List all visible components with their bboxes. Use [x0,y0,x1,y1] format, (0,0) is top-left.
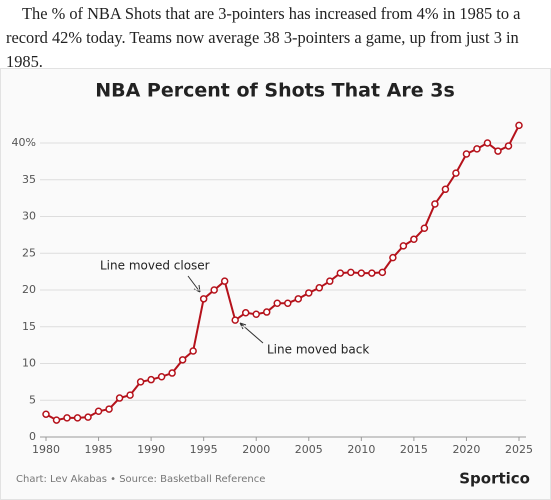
point [494,147,502,155]
point [157,372,166,381]
y-tick-label: 0 [29,430,36,443]
chart-frame [0,68,551,500]
point [189,347,197,355]
x-tick-label: 1980 [32,443,60,456]
x-tick-label: 2005 [295,443,323,456]
point [73,414,82,422]
point [315,284,324,292]
point [94,407,103,416]
point [52,416,61,424]
x-tick-label: 1995 [190,443,218,456]
point [220,277,229,285]
point [473,145,481,153]
point [389,253,397,262]
chart-title: NBA Percent of Shots That Are 3s [95,80,455,102]
point [115,394,124,402]
point [178,356,187,364]
point [63,414,71,422]
point [305,289,313,297]
annotation: Line moved back [267,343,369,357]
point [168,369,176,377]
point [126,391,134,399]
point [504,142,513,150]
annotation: Line moved closer [100,259,210,273]
x-tick-label: 2020 [452,443,480,456]
point [378,268,387,277]
point [231,316,239,324]
point [252,310,260,319]
point [199,295,208,303]
point [462,150,471,158]
point [105,405,113,413]
y-tick-label: 35 [22,173,36,186]
point [294,295,303,303]
y-tick-label: 30 [22,210,36,223]
y-tick-label: 15 [22,320,36,333]
point [420,224,429,233]
point [357,269,366,277]
x-tick-label: 2010 [347,443,375,456]
point [515,121,523,130]
point [483,139,492,147]
point [441,185,450,194]
line [45,124,520,422]
y-tick-label: 40% [12,136,36,149]
point [284,299,292,307]
point [410,235,418,244]
x-tick-label: 1985 [85,443,113,456]
point [42,410,50,418]
y-tick-label: 20 [22,283,36,296]
point [273,299,281,307]
point [368,269,376,277]
x-tick-label: 2015 [400,443,428,456]
point [210,286,218,294]
point [326,277,334,285]
point [336,269,345,277]
x-tick-label: 1990 [137,443,165,456]
point [431,200,439,208]
intro-text: The % of NBA Shots that are 3-pointers h… [6,4,521,71]
point [84,413,92,421]
y-tick-label: 25 [22,246,36,259]
source: Chart: Lev Akabas • Source: Basketball R… [16,474,265,485]
x-tick-label: 2025 [505,443,533,456]
point [452,169,460,177]
point [147,375,155,384]
point [262,308,271,316]
brand: Sportico [459,470,530,488]
point [347,268,355,277]
point [399,242,408,250]
x-tick-label: 2000 [242,443,270,456]
point [136,378,145,386]
y-tick-label: 5 [29,393,36,406]
y-tick-label: 10 [22,357,36,370]
point [241,309,250,317]
